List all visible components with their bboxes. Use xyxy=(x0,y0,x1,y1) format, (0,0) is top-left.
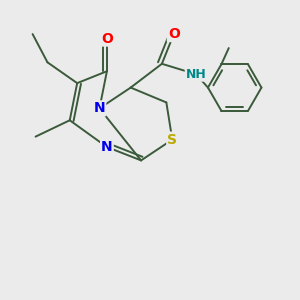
Text: O: O xyxy=(101,32,113,46)
Text: N: N xyxy=(101,140,113,154)
Text: N: N xyxy=(94,101,105,116)
Text: S: S xyxy=(167,133,177,147)
Text: O: O xyxy=(168,27,180,41)
Text: NH: NH xyxy=(186,68,206,81)
